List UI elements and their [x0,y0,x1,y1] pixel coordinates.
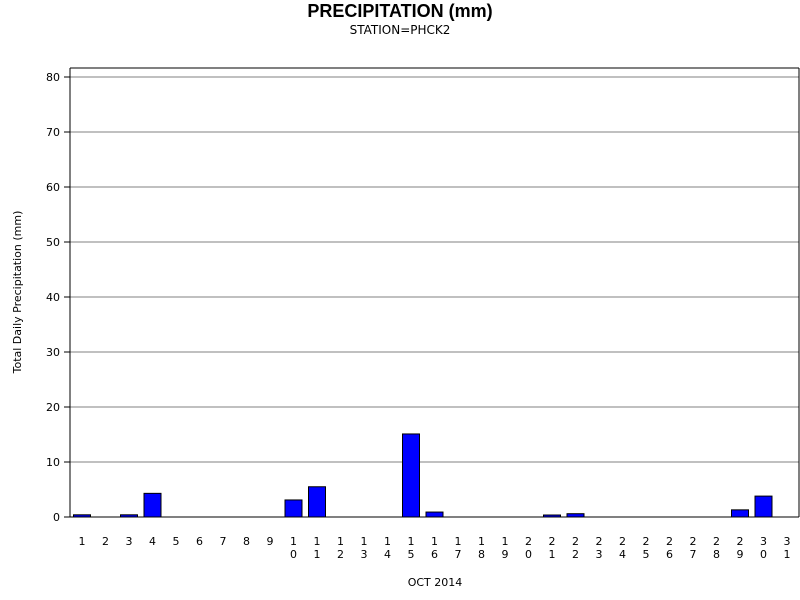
y-tick-label: 10 [46,456,60,469]
bar [143,492,162,518]
x-axis-label: OCT 2014 [408,576,463,589]
y-tick-label: 30 [46,346,60,359]
bar [402,433,420,518]
y-tick-labels: 0 10 20 30 40 50 60 70 80 [46,71,60,524]
x-tick-label: 1 [79,535,86,548]
chart-title: PRECIPITATION (mm) [307,1,493,21]
y-tick-label: 60 [46,181,60,194]
x-tick-label: 6 [196,535,203,548]
bar [308,486,326,518]
bar [731,509,749,518]
y-tick-label: 0 [53,511,60,524]
y-axis-label: Total Daily Precipitation (mm) [11,211,24,375]
y-tick-label: 80 [46,71,60,84]
x-tick-label: 9 [267,535,274,548]
y-tick-label: 40 [46,291,60,304]
bars [73,433,773,518]
x-tick-label: 7 [220,535,227,548]
x-tick-label: 3 [126,535,133,548]
x-tick-label: 8 [243,535,250,548]
x-tick-labels: 1 2 3 4 5 6 7 8 9 1 01 11 21 31 41 51 61 71 81 92 02 12 22 32 42… [79,535,791,561]
axes [64,67,800,518]
x-tick-label: 2 [102,535,109,548]
x-tick-label: 4 [149,535,156,548]
bar [284,499,303,518]
bar [754,495,773,518]
y-tick-label: 50 [46,236,60,249]
y-tick-label: 20 [46,401,60,414]
x-tick-label: 5 [173,535,180,548]
bar [425,511,444,518]
chart-subtitle: STATION=PHCK2 [349,23,451,37]
y-tick-label: 70 [46,126,60,139]
grid-lines [70,76,799,463]
